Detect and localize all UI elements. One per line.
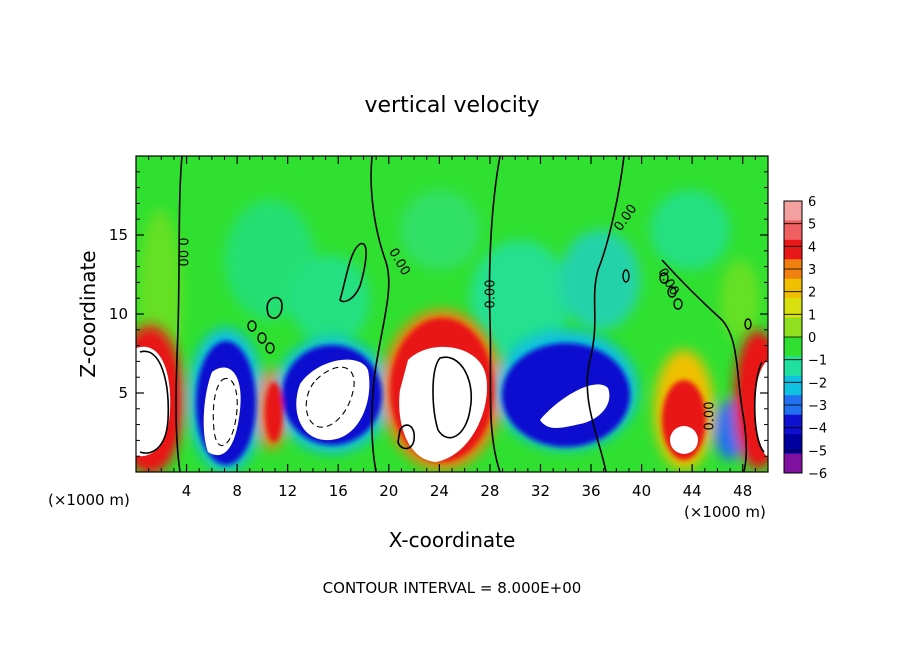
colorbar-tick-label: −2	[808, 376, 827, 391]
colorbar-tick-label: 3	[808, 263, 816, 278]
x-tick-label: 20	[379, 482, 398, 500]
colorbar-tick-label: −6	[808, 467, 827, 482]
colorbar-tick-label: −3	[808, 399, 827, 414]
x-tick-label: 4	[182, 482, 192, 500]
contour-label: 0.00	[175, 238, 190, 267]
colorbar-tick-label: 5	[808, 218, 816, 233]
colorbar-swatch	[784, 298, 802, 319]
colorbar-tick-label: −4	[808, 422, 827, 437]
chart-title: vertical velocity	[364, 93, 539, 118]
contour-lines	[139, 156, 765, 472]
x-axis-unit-left: (×1000 m)	[48, 491, 130, 509]
x-tick-label: 12	[278, 482, 297, 500]
x-tick-label: 40	[632, 482, 651, 500]
y-axis-label: Z-coordinate	[76, 250, 100, 377]
colorbar-tick-label: 0	[808, 331, 816, 346]
colorbar-swatch	[784, 375, 802, 396]
y-axis: 5 10 15	[109, 171, 768, 457]
contour-label: 0.00	[703, 402, 718, 431]
heatmap-field	[136, 156, 768, 472]
colorbar-swatch	[784, 317, 802, 338]
x-tick-label: 24	[430, 482, 449, 500]
colorbar-swatch	[784, 337, 802, 357]
colorbar-swatch	[784, 453, 802, 474]
x-tick-label: 44	[683, 482, 702, 500]
colorbar-tick-label: 1	[808, 308, 816, 323]
colorbar-tick-label: −5	[808, 444, 827, 459]
colorbar-swatch	[784, 220, 802, 241]
colorbar-tick-label: 2	[808, 286, 816, 301]
colorbar-swatch	[784, 414, 802, 435]
colorbar-tick-label: −1	[808, 354, 827, 369]
x-tick-label: 8	[232, 482, 242, 500]
x-tick-label: 32	[531, 482, 550, 500]
y-tick-label: 5	[118, 384, 128, 402]
y-tick-label: 10	[109, 305, 128, 323]
colorbar-tick-label: 4	[808, 240, 816, 255]
colorbar-swatch	[784, 434, 802, 455]
colorbar-swatch	[784, 239, 802, 260]
contour-interval-note: CONTOUR INTERVAL = 8.000E+00	[323, 579, 582, 597]
x-tick-label: 48	[733, 482, 752, 500]
x-tick-label: 28	[480, 482, 499, 500]
x-axis-label: X-coordinate	[389, 528, 516, 552]
colorbar-swatch	[784, 201, 802, 221]
colorbar-tick-label: 6	[808, 195, 816, 210]
x-axis: 4 8 12 16 20 24 28 32 36 40 44 48	[148, 156, 756, 500]
contour-label: 0.00	[484, 280, 499, 309]
x-tick-label: 16	[329, 482, 348, 500]
colorbar-swatch	[784, 278, 802, 299]
x-axis-unit-right: (×1000 m)	[684, 503, 766, 521]
y-tick-label: 15	[109, 226, 128, 244]
colorbar: 6 5 4 3 2 1 0 −1 −2 −3 −4 −5 −6	[783, 195, 827, 482]
x-tick-label: 36	[581, 482, 600, 500]
colorbar-swatch	[784, 356, 802, 377]
